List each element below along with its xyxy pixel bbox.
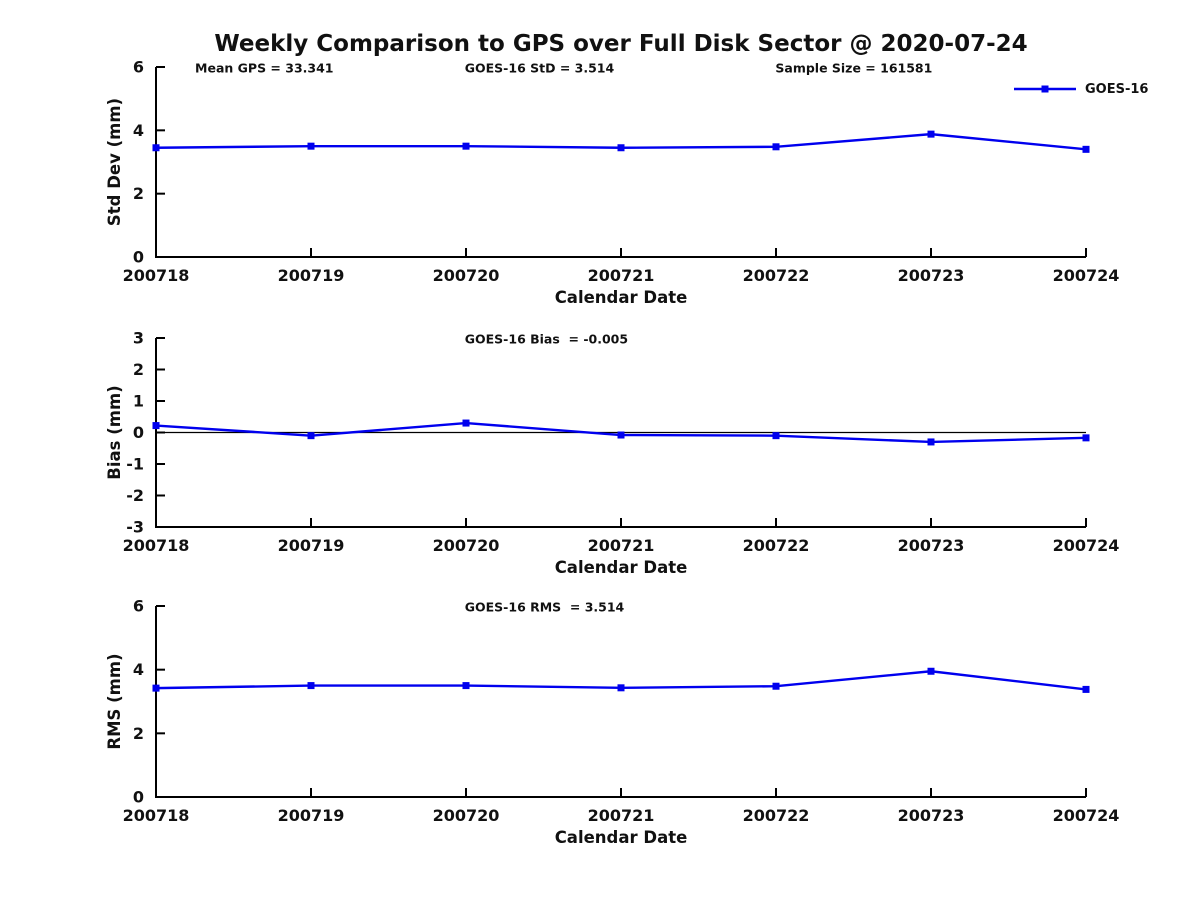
y-tick-label: -1 [126, 455, 144, 474]
subplot-bias: -3 -2 -1 0 1 2 3 200718 200719 200720 200721 200722… [105, 329, 1119, 578]
y-axis-label: RMS (mm) [105, 653, 124, 749]
y-tick-label: 0 [133, 423, 144, 442]
data-point [462, 419, 470, 427]
y-tick-label: 2 [133, 184, 144, 203]
y-axis-label: Bias (mm) [105, 385, 124, 479]
y-tick-label: 1 [133, 392, 144, 411]
x-tick-label: 200722 [743, 266, 810, 285]
data-point [617, 431, 625, 439]
data-point [617, 144, 625, 152]
annotation: GOES-16 Bias = -0.005 [465, 332, 628, 347]
data-point [462, 142, 470, 150]
y-tick-label: 2 [133, 360, 144, 379]
x-tick-label: 200720 [433, 266, 500, 285]
y-tick-label: 0 [133, 788, 144, 807]
y-tick-label: 6 [133, 58, 144, 77]
x-tick-label: 200723 [898, 266, 965, 285]
data-point [772, 682, 780, 690]
x-tick-label: 200724 [1053, 806, 1120, 825]
x-axis-label: Calendar Date [555, 288, 688, 307]
x-tick-label: 200721 [588, 806, 655, 825]
data-point [1082, 145, 1090, 153]
y-tick-label: 4 [133, 660, 144, 679]
data-point [1082, 685, 1090, 693]
y-tick-label: 2 [133, 724, 144, 743]
data-point [617, 684, 625, 692]
x-tick-label: 200723 [898, 806, 965, 825]
x-tick-label: 200724 [1053, 266, 1120, 285]
subplot-std-dev: 0 2 4 6 200718 200719 200720 200721 200722 200723… [105, 58, 1119, 308]
y-tick-label: -3 [126, 518, 144, 537]
legend-square-marker [1041, 85, 1049, 93]
legend: GOES-16 [1012, 79, 1148, 99]
data-point [1082, 434, 1090, 442]
legend-line-icon [1014, 85, 1076, 93]
data-point [307, 142, 315, 150]
axis-lines [155, 67, 1086, 258]
x-tick-label: 200719 [278, 266, 345, 285]
x-tick-label: 200718 [123, 266, 190, 285]
legend-label: GOES-16 [1085, 81, 1149, 97]
annotation: GOES-16 RMS = 3.514 [465, 600, 625, 615]
axis-lines [155, 606, 1086, 798]
data-point [307, 682, 315, 690]
y-axis-label: Std Dev (mm) [105, 98, 124, 226]
data-point [152, 422, 160, 430]
x-tick-label: 200724 [1053, 536, 1120, 555]
data-point [927, 438, 935, 446]
x-tick-label: 200718 [123, 536, 190, 555]
x-tick-label: 200723 [898, 536, 965, 555]
x-tick-label: 200720 [433, 536, 500, 555]
annotation: GOES-16 StD = 3.514 [465, 61, 615, 76]
data-point [307, 432, 315, 440]
x-tick-label: 200720 [433, 806, 500, 825]
x-tick-label: 200722 [743, 536, 810, 555]
x-tick-label: 200719 [278, 806, 345, 825]
data-point [152, 144, 160, 152]
y-tick-label: 4 [133, 121, 144, 140]
y-tick-label: -2 [126, 486, 144, 505]
x-axis-label: Calendar Date [555, 558, 688, 577]
data-point [462, 682, 470, 690]
x-axis-label: Calendar Date [555, 828, 688, 847]
data-point [772, 143, 780, 151]
data-point [927, 667, 935, 675]
y-tick-label: 0 [133, 248, 144, 267]
annotation: Mean GPS = 33.341 [195, 61, 333, 76]
x-tick-label: 200722 [743, 806, 810, 825]
subplot-rms: 0 2 4 6 200718 200719 200720 200721 200722 200723… [105, 597, 1119, 848]
x-tick-label: 200719 [278, 536, 345, 555]
x-tick-label: 200721 [588, 536, 655, 555]
x-tick-label: 200721 [588, 266, 655, 285]
annotation: Sample Size = 161581 [775, 61, 932, 76]
x-tick-label: 200718 [123, 806, 190, 825]
data-point [152, 684, 160, 692]
y-tick-label: 3 [133, 329, 144, 348]
data-point [772, 432, 780, 440]
y-tick-label: 6 [133, 597, 144, 616]
data-point [927, 130, 935, 138]
page-title: Weekly Comparison to GPS over Full Disk … [214, 31, 1028, 57]
